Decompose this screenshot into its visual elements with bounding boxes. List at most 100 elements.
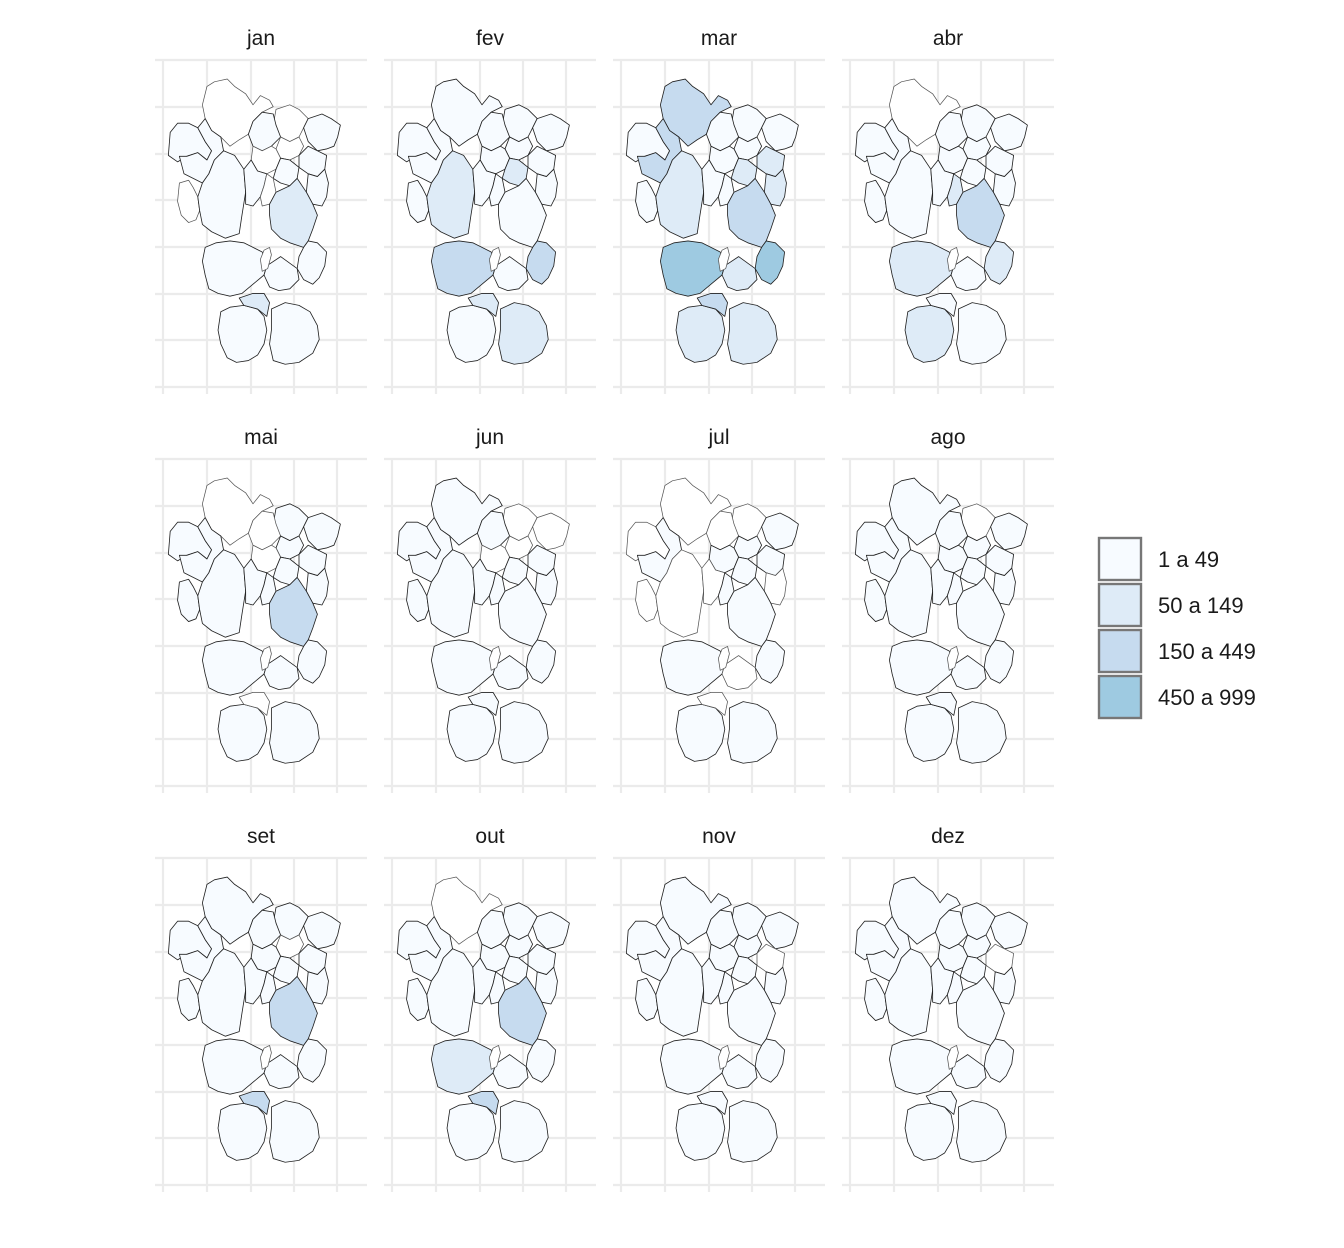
region-18	[721, 256, 758, 292]
region-5	[635, 977, 659, 1021]
region-5	[635, 578, 659, 622]
region-13	[717, 971, 735, 1005]
region-15	[888, 1038, 955, 1095]
panel-title: dez	[931, 825, 965, 848]
region-13	[946, 572, 964, 606]
region-2	[636, 118, 682, 184]
panel-title: fev	[476, 27, 505, 50]
region-20	[446, 304, 497, 363]
region-5	[864, 179, 888, 223]
legend-label: 50 a 149	[1158, 593, 1244, 618]
region-17	[754, 240, 786, 285]
state-map	[854, 78, 1028, 365]
legend-key-2	[1097, 582, 1143, 628]
state-map	[167, 477, 341, 764]
region-17	[983, 639, 1015, 684]
region-18	[263, 256, 300, 292]
region-21	[925, 691, 957, 716]
region-13	[717, 572, 735, 606]
region-15	[201, 639, 268, 696]
region-18	[492, 256, 529, 292]
region-19	[946, 247, 959, 272]
region-15	[659, 639, 726, 696]
region-15	[430, 639, 497, 696]
map-panel-mai: mai	[155, 426, 367, 793]
region-2	[178, 118, 224, 184]
state-map	[396, 876, 570, 1163]
region-4	[303, 911, 341, 950]
region-18	[263, 655, 300, 691]
region-6	[655, 150, 705, 239]
legend-label: 450 a 999	[1158, 685, 1256, 710]
panel-title: jun	[475, 426, 504, 449]
region-20	[675, 304, 726, 363]
region-20	[446, 703, 497, 762]
state-map	[396, 78, 570, 365]
region-15	[430, 1038, 497, 1095]
legend-key-4	[1097, 674, 1143, 720]
region-18	[721, 655, 758, 691]
panel-title: nov	[702, 825, 736, 848]
region-13	[488, 572, 506, 606]
region-17	[296, 240, 328, 285]
state-map	[854, 876, 1028, 1163]
region-5	[177, 977, 201, 1021]
legend-key-3	[1097, 628, 1143, 674]
map-panel-fev: fev	[384, 27, 596, 394]
state-map	[167, 78, 341, 365]
panel-title: mar	[701, 27, 737, 50]
region-6	[655, 549, 705, 638]
panel-title: ago	[930, 426, 965, 449]
region-5	[177, 179, 201, 223]
region-2	[865, 118, 911, 184]
region-19	[488, 646, 501, 671]
region-17	[983, 1038, 1015, 1083]
region-20	[217, 703, 268, 762]
region-18	[492, 655, 529, 691]
region-2	[178, 517, 224, 583]
region-20	[446, 1102, 497, 1161]
region-4	[532, 512, 570, 551]
panel-title: abr	[933, 27, 963, 50]
region-15	[659, 240, 726, 297]
region-22	[956, 1100, 1007, 1163]
region-13	[259, 173, 277, 207]
region-22	[498, 701, 549, 764]
region-13	[717, 173, 735, 207]
region-4	[990, 512, 1028, 551]
panel-title: out	[475, 825, 504, 848]
region-22	[269, 302, 320, 365]
region-5	[177, 578, 201, 622]
panel-title: jan	[246, 27, 275, 50]
region-22	[727, 302, 778, 365]
region-20	[904, 304, 955, 363]
region-4	[761, 512, 799, 551]
map-panel-ago: ago	[842, 426, 1054, 793]
legend-label: 1 a 49	[1158, 547, 1219, 572]
region-22	[956, 302, 1007, 365]
state-map	[625, 876, 799, 1163]
region-15	[430, 240, 497, 297]
region-2	[865, 517, 911, 583]
map-panel-set: set	[155, 825, 367, 1192]
region-17	[983, 240, 1015, 285]
region-6	[884, 948, 934, 1037]
map-panel-nov: nov	[613, 825, 825, 1192]
region-21	[238, 1090, 270, 1115]
region-20	[904, 703, 955, 762]
region-2	[407, 118, 453, 184]
legend-label: 150 a 449	[1158, 639, 1256, 664]
region-5	[406, 179, 430, 223]
region-13	[488, 971, 506, 1005]
state-map	[854, 477, 1028, 764]
region-20	[675, 1102, 726, 1161]
region-22	[727, 701, 778, 764]
panel-title: set	[247, 825, 275, 848]
state-map	[625, 477, 799, 764]
region-17	[525, 1038, 557, 1083]
map-panels: jan fev mar abr mai jun jul ago set out nov dez	[155, 27, 1054, 1192]
legend: 1 a 49 50 a 149 150 a 449 450 a 999	[1097, 536, 1256, 720]
region-15	[201, 240, 268, 297]
map-panel-jun: jun	[384, 426, 596, 793]
state-map	[396, 477, 570, 764]
